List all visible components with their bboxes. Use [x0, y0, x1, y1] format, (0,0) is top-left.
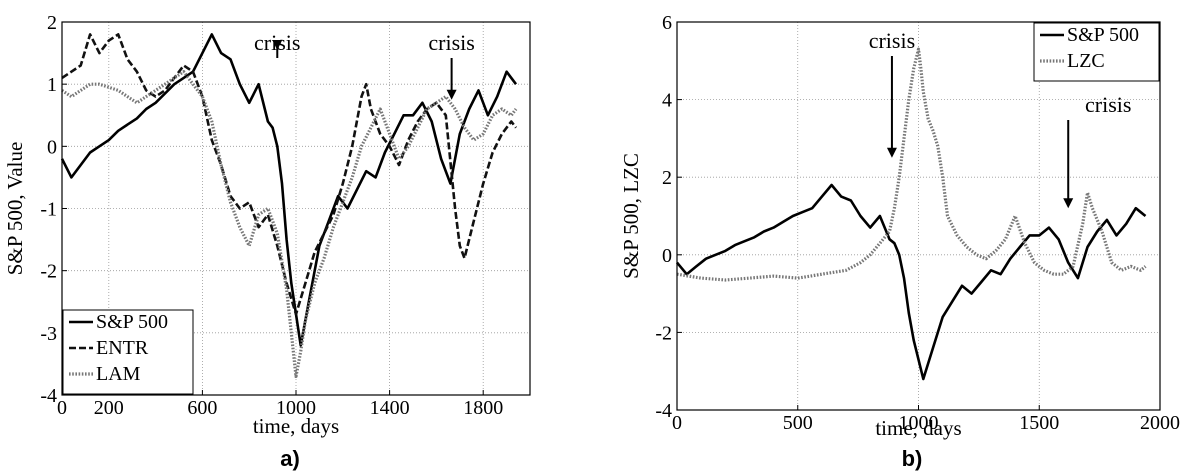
panel-label: a): [280, 446, 300, 471]
annotation-arrowhead: [272, 39, 283, 50]
y-tick-label: 0: [662, 245, 672, 267]
annotation-arrowhead: [1063, 198, 1074, 209]
series-line-entr: [61, 33, 518, 316]
legend: S&P 500 ENTR LAM: [62, 309, 194, 395]
y-tick-label: 1: [47, 74, 57, 96]
legend-label: LZC: [1067, 50, 1105, 72]
y-tick-label: 2: [662, 167, 672, 189]
series-line-s-p-500: [60, 33, 518, 347]
plot-frame: [676, 21, 1161, 411]
series-line-s-p-500: [676, 183, 1147, 381]
legend-box: [1033, 22, 1160, 82]
y-tick-label: -2: [40, 261, 57, 283]
plot-frame: [61, 21, 531, 396]
y-tick-label: -4: [40, 385, 57, 407]
x-axis-label: time, days: [875, 416, 961, 440]
y-axis-label: S&P 500, LZC: [619, 153, 643, 279]
y-tick-label: -4: [655, 400, 672, 422]
x-tick-label: 600: [187, 397, 217, 419]
legend: S&P 500 LZC: [1033, 22, 1160, 82]
x-tick-label: 0: [57, 397, 67, 419]
legend-label: S&P 500: [96, 311, 168, 333]
chart-panel-a: 0200600100014001800-4-3-2-1012crisiscris…: [3, 12, 531, 471]
x-tick-label: 200: [94, 397, 124, 419]
y-tick-label: 2: [47, 12, 57, 34]
legend-label: LAM: [96, 363, 141, 385]
y-tick-label: -3: [40, 323, 57, 345]
x-tick-label: 1400: [370, 397, 410, 419]
legend-label: S&P 500: [1067, 24, 1139, 46]
x-tick-label: 2000: [1140, 412, 1180, 434]
chart-panel-b: 0 500 1000 1500 2000 -4 -2 0 2 4 6 crisis crisis S&P …: [619, 12, 1180, 471]
series-line-lzc: [676, 47, 1147, 282]
x-tick-label: 1000: [276, 397, 316, 419]
annotation-crisis: crisis: [869, 28, 915, 53]
y-tick-label: 4: [662, 90, 672, 112]
annotation-arrowhead: [446, 89, 457, 100]
legend-box: [62, 309, 194, 395]
x-tick-label: 1800: [463, 397, 503, 419]
y-tick-label: -1: [40, 199, 57, 221]
x-axis-label: time, days: [253, 414, 339, 438]
annotation-crisis: crisis: [1085, 92, 1131, 117]
x-tick-label: 0: [672, 412, 682, 434]
x-tick-label: 1500: [1019, 412, 1059, 434]
y-tick-label: 6: [662, 12, 672, 34]
legend-label: ENTR: [96, 337, 149, 359]
x-tick-label: 500: [783, 412, 813, 434]
series-line-lam: [61, 70, 518, 378]
x-tick-label: 1000: [899, 412, 939, 434]
y-axis-label: S&P 500, Value: [3, 142, 27, 276]
y-tick-label: 0: [47, 136, 57, 158]
annotation-crisis: crisis: [428, 30, 474, 55]
annotation-arrowhead: [886, 147, 897, 158]
y-tick-label: -2: [655, 322, 672, 344]
panel-label: b): [902, 446, 923, 471]
